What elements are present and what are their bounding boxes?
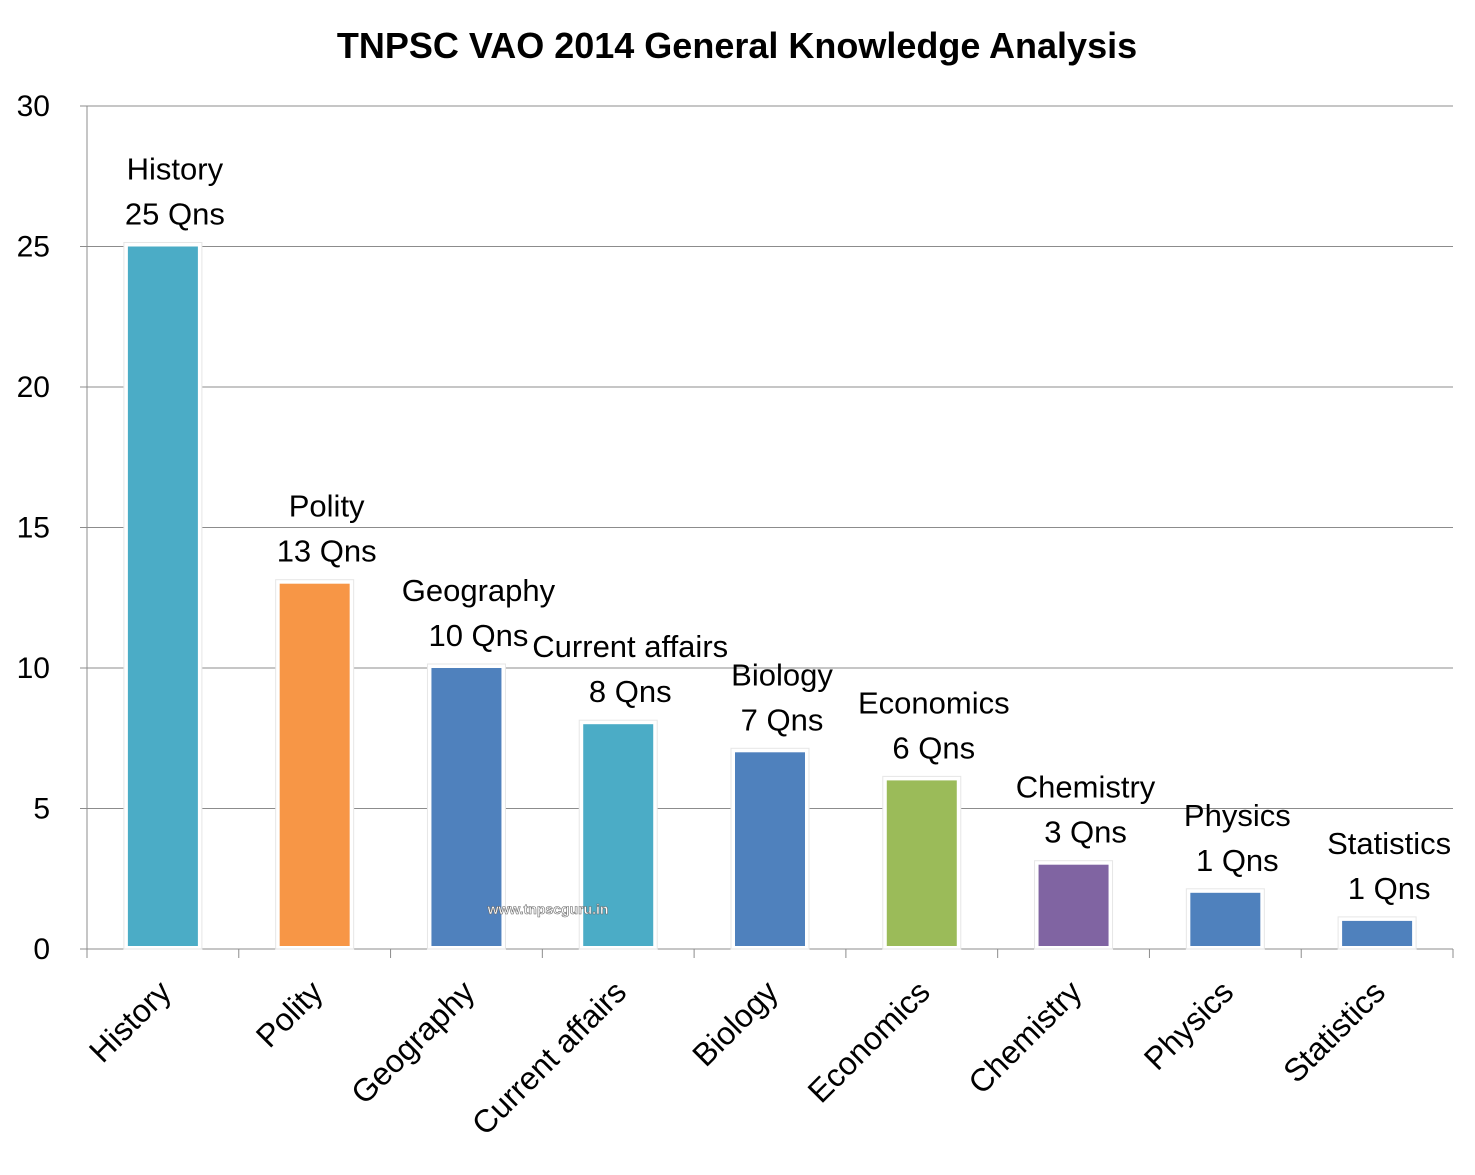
data-label-value: 7 Qns — [741, 702, 824, 737]
x-tick-label: Biology — [685, 973, 785, 1073]
y-tick-label: 5 — [33, 793, 50, 826]
y-tick-label: 0 — [33, 933, 50, 966]
data-label-value: 13 Qns — [277, 534, 377, 569]
y-tick-label: 30 — [17, 90, 50, 123]
data-label: Economics — [858, 685, 1010, 720]
data-label-value: 6 Qns — [892, 730, 975, 765]
x-tick-label: Physics — [1137, 973, 1240, 1076]
x-tick-label: Economics — [801, 973, 937, 1109]
data-label: Geography — [402, 573, 556, 608]
bars — [123, 242, 1417, 950]
watermark: www.tnpscguru.in — [487, 901, 609, 917]
bar-geography — [431, 668, 502, 946]
bar-current-affairs — [583, 724, 654, 946]
data-label: Statistics — [1327, 826, 1451, 861]
data-label-value: 1 Qns — [1348, 871, 1431, 906]
y-axis: 0 5 10 15 20 25 30 — [17, 90, 88, 966]
data-label: Polity — [289, 489, 365, 524]
data-label: History — [127, 152, 224, 187]
bar-polity — [279, 583, 350, 946]
data-label: Current affairs — [532, 629, 728, 664]
chart-title: TNPSC VAO 2014 General Knowledge Analysi… — [337, 25, 1137, 66]
data-label-value: 3 Qns — [1044, 815, 1127, 850]
data-label: Biology — [731, 657, 833, 692]
data-label: Chemistry — [1016, 770, 1156, 805]
y-tick-label: 10 — [17, 652, 50, 685]
x-tick-label: Geography — [344, 973, 481, 1110]
y-tick-label: 15 — [17, 512, 50, 545]
x-tick-label: History — [82, 973, 178, 1069]
x-tick-label: Statistics — [1276, 973, 1392, 1089]
data-labels: History 25 Qns Polity 13 Qns Geography 10 Qns… — [125, 152, 1451, 906]
bar-physics — [1190, 892, 1261, 946]
x-tick-label: Polity — [249, 973, 330, 1054]
bar-biology — [735, 752, 805, 946]
data-label-value: 25 Qns — [125, 197, 225, 232]
bar-statistics — [1342, 920, 1413, 946]
y-tick-label: 20 — [17, 371, 50, 404]
x-tick-label: Chemistry — [961, 973, 1088, 1100]
x-tick-label: Current affairs — [465, 973, 633, 1141]
data-label-value: 8 Qns — [589, 674, 672, 709]
y-tick-label: 25 — [17, 231, 50, 264]
bar-chemistry — [1038, 864, 1109, 946]
bar-economics — [886, 780, 957, 946]
data-label: Physics — [1184, 798, 1291, 833]
data-label-value: 10 Qns — [428, 618, 528, 653]
data-label-value: 1 Qns — [1196, 843, 1279, 878]
bar-history — [127, 246, 198, 946]
